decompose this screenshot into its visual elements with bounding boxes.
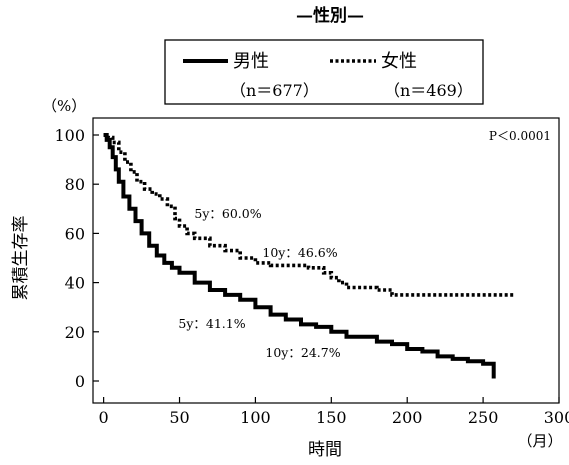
series-line-male <box>103 133 496 379</box>
x-tick-label: 150 <box>316 408 347 427</box>
plot-frame <box>92 117 560 404</box>
y-tick-label: 80 <box>65 175 85 194</box>
x-tick-label: 250 <box>468 408 499 427</box>
x-tick-label: 0 <box>99 408 109 427</box>
legend-n-female: （n＝469） <box>384 81 473 100</box>
legend-label-female: 女性 <box>381 51 417 72</box>
annotation-label: 5y：41.1% <box>178 316 245 331</box>
series-layer <box>103 133 514 379</box>
y-tick-label: 60 <box>65 224 85 243</box>
legend: 男性 （n＝677） 女性 （n＝469） <box>164 39 484 105</box>
chart-title: —性別— <box>296 5 364 26</box>
x-tick-label: 100 <box>240 408 271 427</box>
x-unit: （月） <box>517 432 562 450</box>
y-tick-label: 0 <box>75 372 85 391</box>
y-axis-label: 累積生存率 <box>11 216 31 301</box>
x-tick-label: 50 <box>169 408 189 427</box>
axis-ticks: 0 50 100 150 200 250 300 0 20 40 60 80 100 <box>54 126 569 427</box>
x-tick-label: 200 <box>392 408 423 427</box>
y-tick-label: 20 <box>65 323 85 342</box>
annotations: 5y：60.0% 10y：46.6% 5y：41.1% 10y：24.7% <box>178 206 340 360</box>
legend-box <box>164 39 484 105</box>
x-tick-label: 300 <box>544 408 569 427</box>
y-tick-label: 100 <box>54 126 85 145</box>
annotation-label: 10y：24.7% <box>265 345 340 360</box>
series-line-female <box>103 133 514 297</box>
y-tick-label: 40 <box>65 274 85 293</box>
annotation-label: 10y：46.6% <box>262 245 337 260</box>
x-axis-label: 時間 <box>308 440 342 460</box>
legend-label-male: 男性 <box>233 51 269 72</box>
y-unit: （%） <box>42 97 86 115</box>
p-value: P＜0.0001 <box>489 129 551 143</box>
legend-n-male: （n＝677） <box>230 81 319 100</box>
annotation-label: 5y：60.0% <box>194 206 261 221</box>
